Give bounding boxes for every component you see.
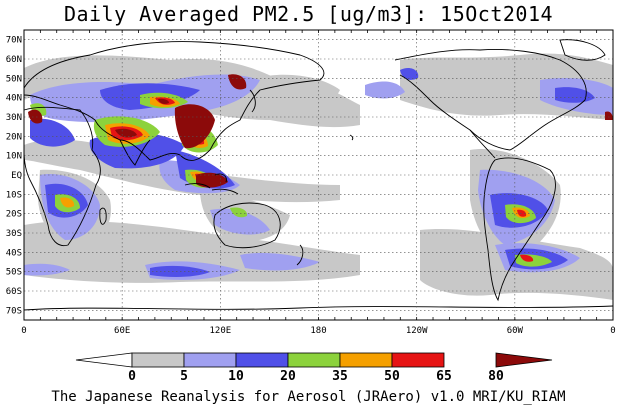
latitude-label: 40S bbox=[6, 248, 22, 258]
colorbar-tick-label: 35 bbox=[332, 369, 348, 384]
longitude-label: 120W bbox=[406, 326, 428, 336]
graticule bbox=[24, 30, 613, 320]
concentration-field bbox=[24, 53, 613, 300]
longitude-labels: 0 60E 120E 180 120W 60W 0 bbox=[21, 30, 616, 336]
colorbar-segment bbox=[495, 352, 553, 368]
longitude-label: 120E bbox=[209, 326, 231, 336]
latitude-label: 10S bbox=[6, 190, 22, 200]
longitude-label: 0 bbox=[21, 326, 26, 336]
level-above-80-areas bbox=[28, 74, 613, 188]
latitude-label: 70S bbox=[6, 306, 22, 316]
latitude-label: 20N bbox=[6, 132, 22, 142]
colorbar-tick-label: 0 bbox=[128, 369, 136, 384]
latitude-label: 70N bbox=[6, 36, 22, 46]
colorbar-segment bbox=[131, 352, 185, 368]
longitude-label: 0 bbox=[610, 326, 615, 336]
colorbar-segment bbox=[235, 352, 289, 368]
colorbar-segment bbox=[183, 352, 237, 368]
colorbar-tick-label: 10 bbox=[228, 369, 244, 384]
latitude-label: 30S bbox=[6, 229, 22, 239]
colorbar-segment bbox=[287, 352, 341, 368]
colorbar-tick-label: 5 bbox=[180, 369, 188, 384]
latitude-label: 60S bbox=[6, 287, 22, 297]
colorbar-segment bbox=[391, 352, 445, 368]
latitude-label: 30N bbox=[6, 113, 22, 123]
latitude-label: EQ bbox=[11, 171, 22, 181]
colorbar-tick-label: 20 bbox=[280, 369, 296, 384]
latitude-label: 10N bbox=[6, 152, 22, 162]
colorbar: 0 5 10 20 35 50 65 80 bbox=[75, 352, 553, 384]
map-title: Daily Averaged PM2.5 [ug/m3]: 15Oct2014 bbox=[63, 2, 554, 26]
latitude-label: 40N bbox=[6, 94, 22, 104]
colorbar-tick-label: 50 bbox=[384, 369, 400, 384]
latitude-label: 50S bbox=[6, 268, 22, 278]
colorbar-segment bbox=[339, 352, 393, 368]
latitude-label: 60N bbox=[6, 55, 22, 65]
footer-caption: The Japanese Reanalysis for Aerosol (JRA… bbox=[51, 389, 566, 405]
colorbar-tick-label: 80 bbox=[488, 369, 504, 384]
latitude-labels: 70N 60N 50N 40N 30N 20N 10N EQ 10S 20S 30S 40S 50S 60… bbox=[6, 36, 22, 317]
map-panel bbox=[23, 29, 614, 321]
colorbar-tick-label: 65 bbox=[436, 369, 452, 384]
coastlines bbox=[23, 39, 614, 311]
longitude-label: 60E bbox=[114, 326, 130, 336]
latitude-label: 20S bbox=[6, 210, 22, 220]
colorbar-segment bbox=[75, 352, 133, 368]
latitude-label: 50N bbox=[6, 74, 22, 84]
longitude-label: 180 bbox=[310, 326, 326, 336]
longitude-label: 60W bbox=[507, 326, 524, 336]
